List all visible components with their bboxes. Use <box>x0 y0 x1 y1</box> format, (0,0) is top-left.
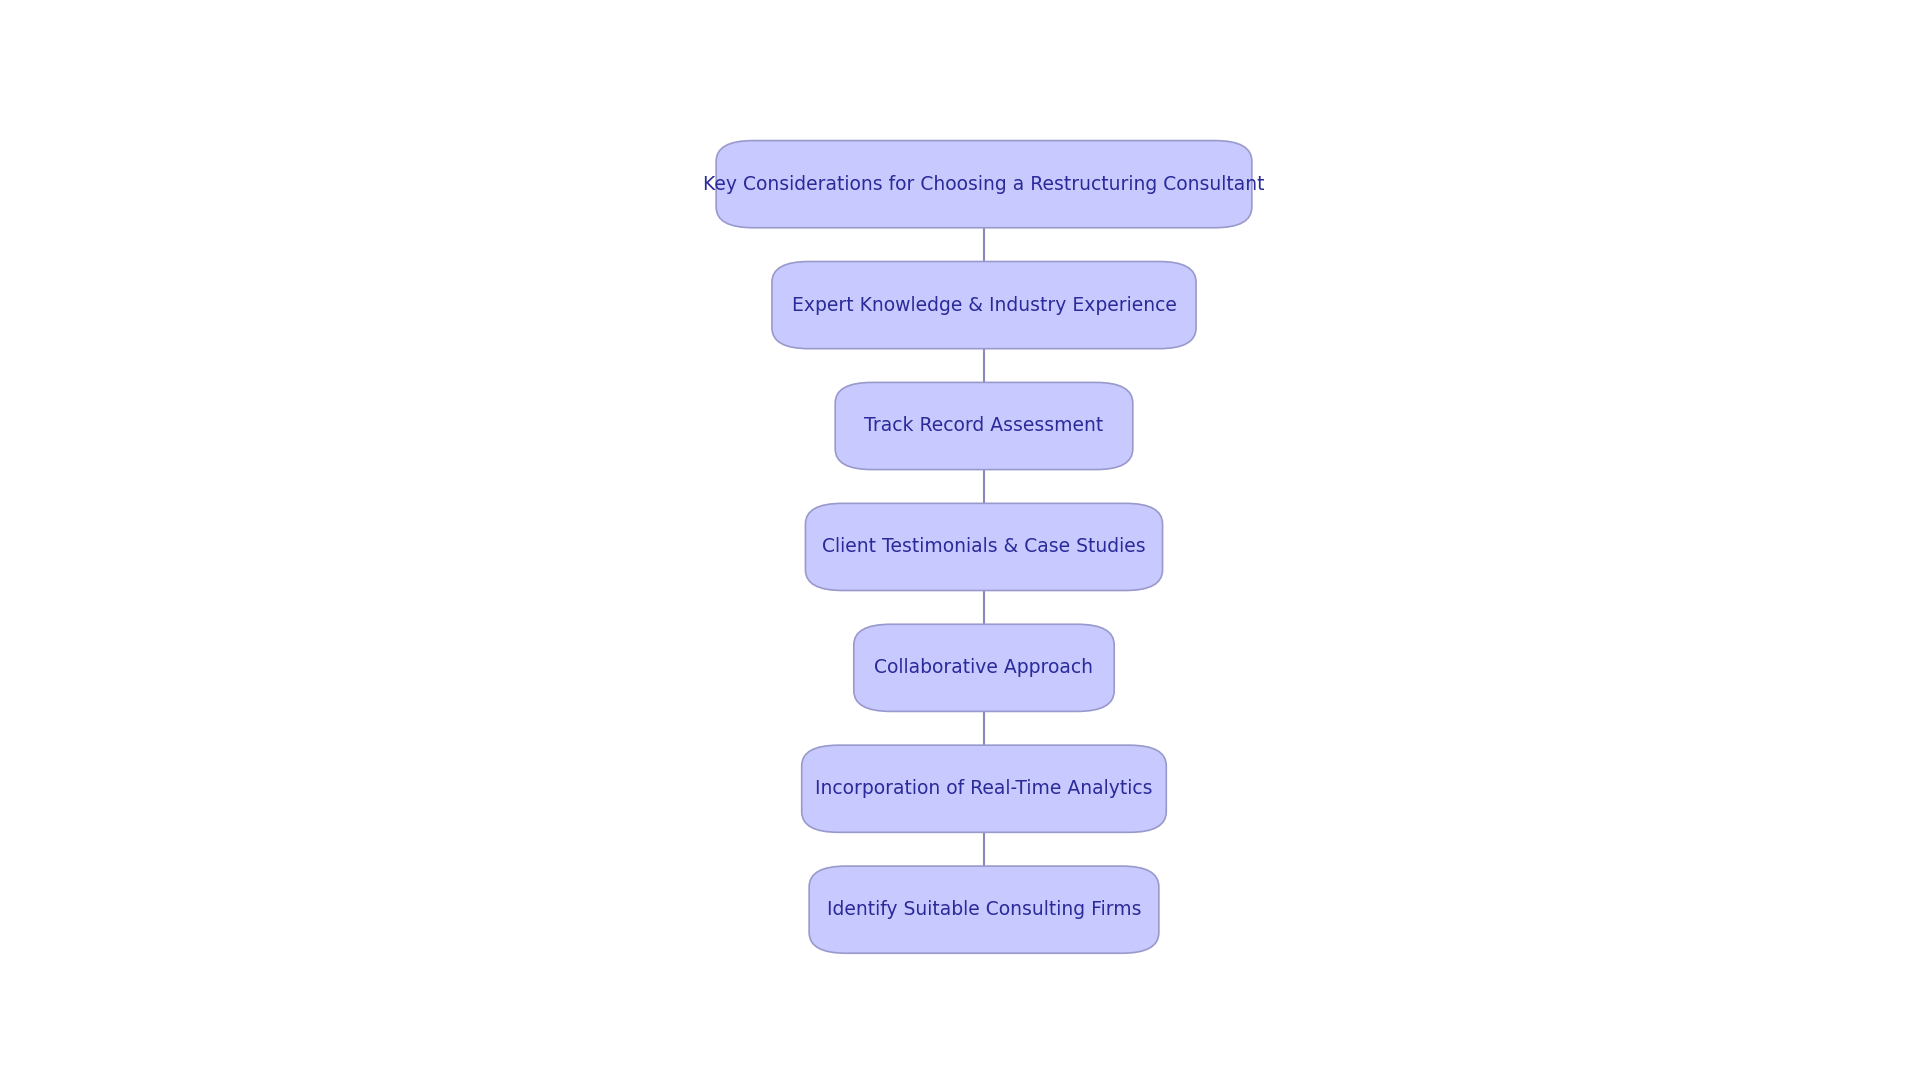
FancyBboxPatch shape <box>835 382 1133 470</box>
FancyBboxPatch shape <box>772 261 1196 349</box>
Text: Track Record Assessment: Track Record Assessment <box>864 417 1104 435</box>
Text: Expert Knowledge & Industry Experience: Expert Knowledge & Industry Experience <box>791 296 1177 314</box>
Text: Collaborative Approach: Collaborative Approach <box>874 658 1094 677</box>
FancyBboxPatch shape <box>716 141 1252 227</box>
FancyBboxPatch shape <box>854 624 1114 712</box>
Text: Identify Suitable Consulting Firms: Identify Suitable Consulting Firms <box>828 900 1140 919</box>
Text: Key Considerations for Choosing a Restructuring Consultant: Key Considerations for Choosing a Restru… <box>703 174 1265 194</box>
FancyBboxPatch shape <box>806 504 1162 590</box>
FancyBboxPatch shape <box>808 866 1160 953</box>
FancyBboxPatch shape <box>803 745 1165 833</box>
Text: Incorporation of Real-Time Analytics: Incorporation of Real-Time Analytics <box>816 780 1152 798</box>
Text: Client Testimonials & Case Studies: Client Testimonials & Case Studies <box>822 537 1146 557</box>
